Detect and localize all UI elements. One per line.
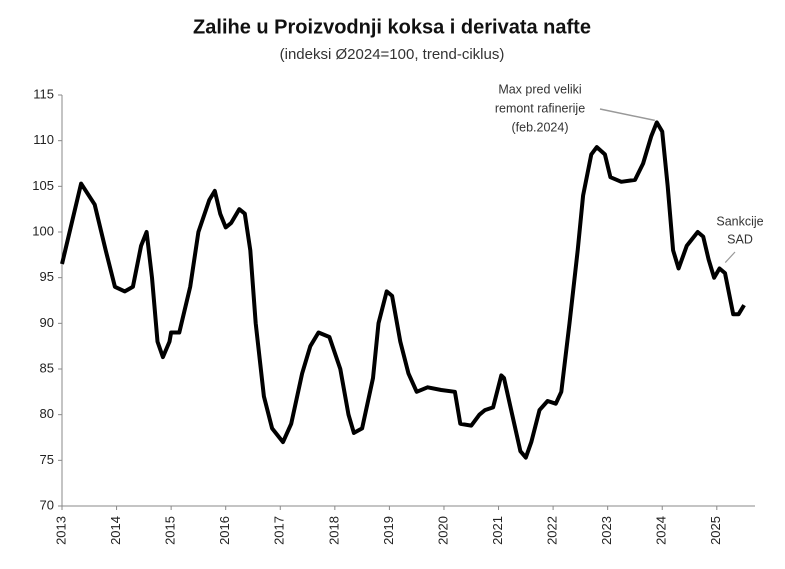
annotation-pointer [724,251,736,263]
y-tick-label: 90 [40,315,54,330]
annotation: remont rafinerije [495,101,585,115]
y-tick-label: 95 [40,269,54,284]
y-tick-label: 100 [32,223,54,238]
y-tick-label: 115 [33,86,54,101]
y-tick-label: 110 [33,132,54,147]
x-tick-label: 2018 [326,516,341,545]
annotation: Max pred veliki [498,82,581,96]
x-tick-label: 2015 [163,516,178,545]
x-tick-label: 2024 [654,516,669,545]
y-tick-label: 105 [32,178,54,193]
x-tick-label: 2023 [599,516,614,545]
x-tick-label: 2014 [108,516,123,545]
x-tick-label: 2025 [708,516,723,545]
x-tick-label: 2013 [53,516,68,545]
x-tick-label: 2016 [217,516,232,545]
y-tick-label: 70 [40,497,54,512]
chart-subtitle: (indeksi Ø2024=100, trend-ciklus) [280,46,505,63]
annotation: SAD [727,232,753,246]
chart-title: Zalihe u Proizvodnji koksa i derivata na… [193,16,591,38]
x-tick-label: 2019 [381,516,396,545]
y-tick-label: 75 [40,452,54,467]
y-tick-label: 85 [40,360,54,375]
annotation: (feb.2024) [512,120,569,134]
annotation-pointer [599,108,655,122]
annotation: Sankcije [716,214,763,228]
x-tick-label: 2022 [545,516,560,545]
x-tick-label: 2021 [490,516,505,545]
x-tick-label: 2020 [435,516,450,545]
y-tick-label: 80 [40,406,54,421]
series-line [60,120,746,460]
x-tick-label: 2017 [272,516,287,545]
